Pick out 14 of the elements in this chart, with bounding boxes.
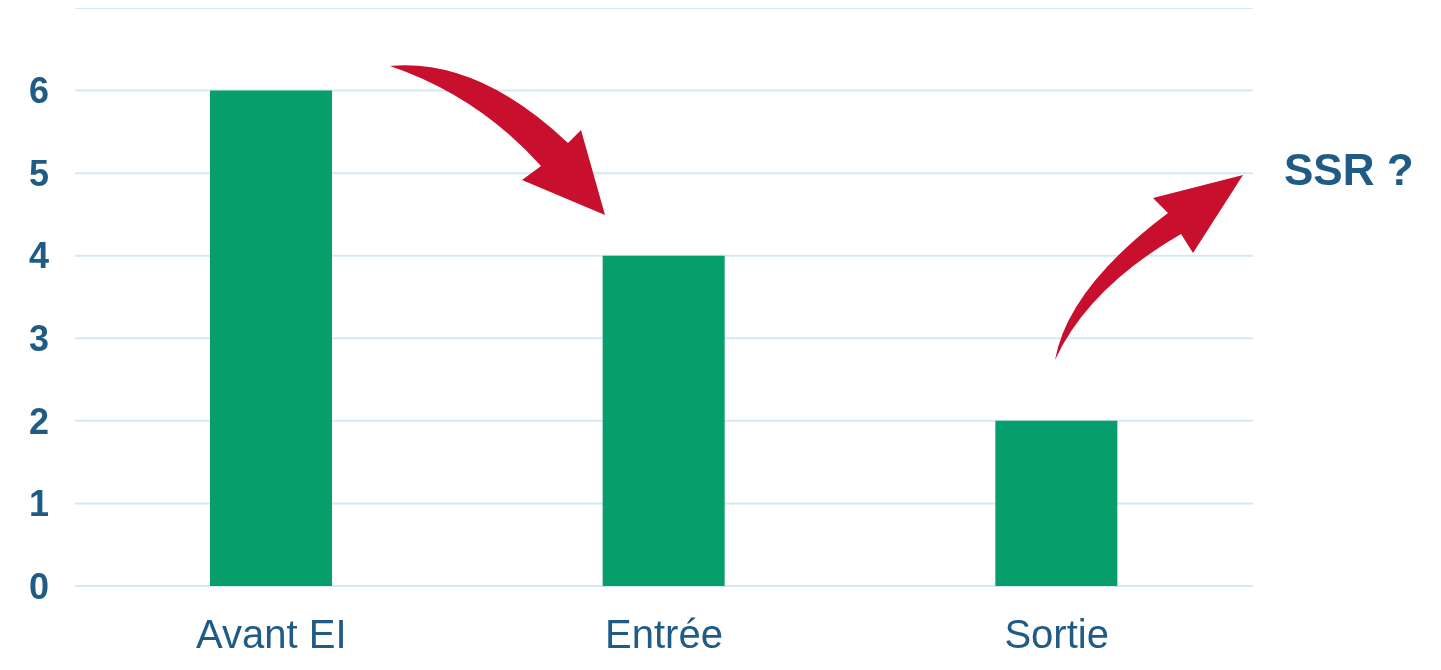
x-tick-label: Sortie xyxy=(1004,612,1109,657)
x-tick-label: Avant EI xyxy=(196,612,347,657)
y-tick-label: 0 xyxy=(28,565,49,607)
y-tick-label: 4 xyxy=(28,235,49,277)
bar xyxy=(602,255,725,586)
text: SSR ? xyxy=(1284,145,1414,195)
y-tick-label: 3 xyxy=(28,318,49,360)
y-tick-label: 2 xyxy=(28,400,49,442)
y-tick-label: 6 xyxy=(28,70,49,112)
bar xyxy=(995,420,1118,586)
bar xyxy=(210,90,332,586)
y-tick-label: 1 xyxy=(28,483,49,525)
y-tick-label: 5 xyxy=(28,152,49,194)
x-tick-label: Entrée xyxy=(605,612,723,657)
